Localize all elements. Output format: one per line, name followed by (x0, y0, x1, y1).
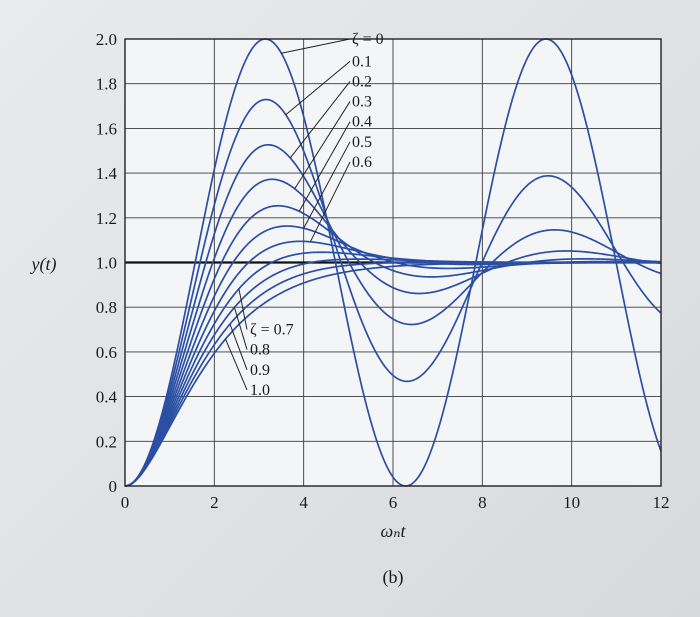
x-tick-label: 4 (299, 493, 308, 512)
figure-caption: (b) (383, 567, 404, 588)
y-tick-label: 1.2 (96, 209, 117, 228)
annotation-leader (238, 288, 248, 330)
annotation-leader (225, 338, 248, 391)
y-tick-label: 2.0 (96, 30, 117, 49)
y-tick-label: 0.4 (96, 388, 118, 407)
series-line (124, 261, 661, 487)
x-tick-label: 2 (210, 493, 219, 512)
series-label: ζ = 0 (352, 31, 384, 48)
series-line (124, 98, 662, 487)
annotation-leader (233, 307, 248, 350)
y-tick-label: 1.8 (96, 75, 117, 94)
annotation-leaders (225, 38, 351, 391)
series-curves (124, 38, 662, 487)
y-tick-label: 0.8 (96, 298, 117, 317)
annotation-leader (229, 323, 248, 370)
series-line (124, 204, 662, 487)
x-tick-label: 10 (563, 493, 580, 512)
annotation-leader (281, 38, 351, 54)
annotation-leader (289, 81, 351, 159)
series-label: 0.8 (250, 342, 270, 359)
series-line (124, 143, 662, 487)
annotation-leader (298, 121, 351, 212)
x-tick-label: 0 (121, 493, 130, 512)
plot-frame (124, 38, 662, 487)
annotation-leader (303, 141, 351, 229)
y-axis-label: y(t) (30, 254, 57, 275)
series-label: ζ = 0.7 (250, 322, 294, 339)
series-label: 0.4 (352, 114, 372, 131)
annotation-leader (285, 60, 351, 116)
series-label: 0.2 (352, 73, 372, 90)
x-tick-label: 12 (653, 493, 670, 512)
y-tick-label: 1.6 (96, 119, 117, 138)
series-label: 0.5 (352, 134, 372, 151)
annotation-leader (294, 101, 351, 190)
series-label: 0.1 (352, 53, 372, 70)
series-label: 0.6 (352, 154, 372, 171)
y-tick-label: 1.4 (96, 164, 118, 183)
series-label: 0.9 (250, 362, 270, 379)
series-annotations: ζ = 0 0.1 0.2 0.3 0.4 0.5 0.6 ζ = 0.7 0.8 0.9 1.0 (250, 31, 384, 399)
y-tick-label: 1.0 (96, 254, 117, 273)
annotation-leader (309, 161, 351, 243)
y-tick-label: 0 (109, 477, 118, 496)
x-tick-label: 6 (389, 493, 398, 512)
series-line (124, 178, 662, 487)
series-label: 1.0 (250, 382, 270, 399)
y-tick-label: 0.2 (96, 432, 117, 451)
x-axis-label: ωₙt (380, 521, 406, 541)
x-tick-labels: 0 2 4 6 8 10 12 (121, 493, 670, 512)
y-tick-label: 0.6 (96, 343, 117, 362)
y-tick-labels: 0 0.2 0.4 0.6 0.8 1.0 1.2 1.4 1.6 1.8 2.0 (96, 30, 118, 496)
series-line (124, 38, 662, 487)
x-tick-label: 8 (478, 493, 487, 512)
series-label: 0.3 (352, 94, 372, 111)
